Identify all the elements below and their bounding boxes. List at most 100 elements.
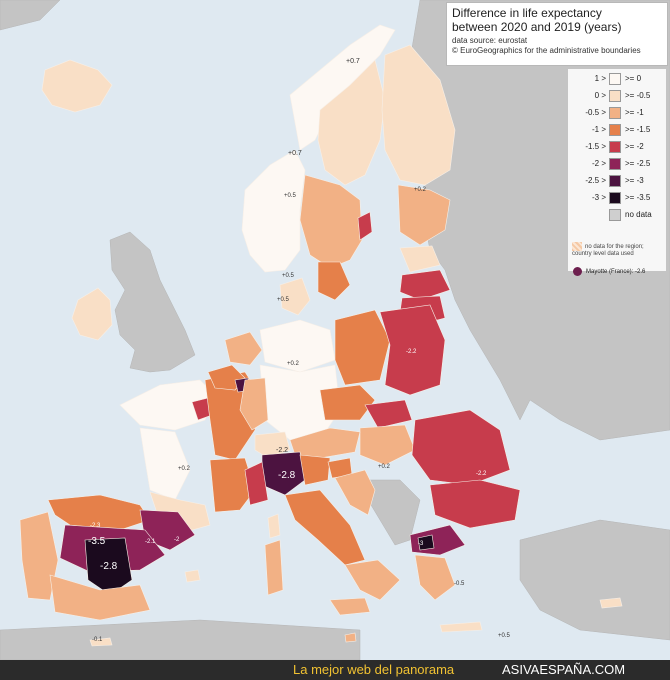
legend-swatch	[609, 192, 621, 204]
region-bulgaria	[429, 479, 521, 529]
map-label: +0.7	[346, 58, 360, 65]
region-italy-ne	[299, 454, 331, 486]
legend-lt: -3 >	[591, 193, 606, 202]
region-germany-west	[239, 377, 269, 431]
greenland-remnant	[0, 0, 61, 31]
map-label: -2.2	[406, 349, 417, 355]
map-label: -2	[174, 537, 180, 543]
legend-ge: >= -2.5	[625, 159, 651, 168]
region-stockholm	[357, 211, 373, 241]
legend-lt: -2.5 >	[585, 176, 606, 185]
region-norway-south	[241, 149, 306, 273]
region-denmark	[279, 277, 311, 316]
region-crete	[439, 621, 483, 633]
footer-tagline: La mejor web del panorama	[293, 662, 455, 677]
legend-ge: >= -1	[625, 108, 644, 117]
region-greece-dark	[417, 534, 435, 551]
legend-lt: -1.5 >	[585, 142, 606, 151]
legend-swatch	[609, 107, 621, 119]
region-finland-south	[397, 184, 451, 246]
copyright-note: © EuroGeographics for the administrative…	[452, 46, 641, 55]
region-netherlands	[224, 331, 263, 366]
turkey-landmass	[519, 519, 670, 641]
map-label: -0.5	[454, 581, 465, 587]
mayotte-label: Mayotte (France): -2.6	[586, 269, 646, 276]
legend-lt: -1 >	[591, 125, 606, 134]
map-label: -0.1	[92, 637, 103, 643]
region-france-southeast	[209, 457, 256, 513]
region-croatia	[334, 469, 376, 516]
region-hungary	[359, 424, 416, 466]
region-estonia	[399, 245, 441, 273]
legend-swatch	[609, 73, 621, 85]
region-corsica	[267, 513, 281, 539]
region-malta	[344, 632, 357, 643]
region-sicily	[329, 597, 371, 616]
map-label: -2.2	[276, 447, 289, 454]
legend-lt: 1 >	[594, 74, 606, 83]
region-italy-north	[244, 461, 269, 506]
region-slovakia	[364, 399, 413, 429]
region-greece-south	[414, 554, 456, 601]
map-title-box: Difference in life expectancy between 20…	[446, 2, 668, 66]
map-label: +0.5	[498, 633, 510, 639]
legend-nodata-note: no data for the region; country level da…	[572, 242, 664, 258]
legend-ge: >= -3	[625, 176, 644, 185]
region-sweden-south	[317, 261, 351, 301]
region-iceland	[41, 59, 113, 113]
europe-map	[0, 0, 670, 660]
region-italy-south	[344, 559, 401, 601]
map-label: +0.2	[414, 187, 426, 193]
map-subtitle: between 2020 and 2019 (years)	[452, 20, 622, 34]
map-label: -3.5	[88, 536, 106, 547]
legend-swatch	[609, 141, 621, 153]
legend-lt: -0.5 >	[585, 108, 606, 117]
map-label: +0.7	[288, 150, 302, 157]
region-poland-west	[334, 309, 391, 386]
footer-site-link[interactable]: ASIVAESPAÑA.COM	[502, 662, 626, 677]
region-sardinia	[264, 539, 284, 596]
map-label: +0.2	[178, 466, 190, 472]
region-spain-south	[49, 574, 151, 621]
legend-ge: >= 0	[625, 74, 642, 83]
map-label: -2.2	[476, 471, 487, 477]
legend-lt: -2 >	[591, 159, 606, 168]
region-spain-north	[47, 494, 151, 531]
uk-landmass	[109, 231, 196, 373]
map-label: -2.8	[100, 561, 118, 572]
region-italy-centre	[284, 489, 366, 566]
north-africa	[0, 619, 361, 660]
region-portugal	[19, 511, 59, 601]
mayotte-note: Mayotte (France): -2.6	[573, 267, 645, 277]
region-sweden-north	[317, 59, 386, 186]
region-cyprus	[599, 597, 623, 609]
map-label: +0.5	[282, 273, 294, 279]
legend-ge: >= -1.5	[625, 125, 651, 134]
map-label: +0.5	[284, 193, 296, 199]
region-norway-north	[289, 24, 396, 151]
region-ireland	[71, 287, 113, 341]
map-label: +0.2	[287, 361, 299, 367]
data-source: data source: eurostat	[452, 36, 528, 45]
map-label: -3	[418, 541, 424, 547]
legend-swatch	[609, 209, 621, 221]
legend-ge: >= -3.5	[625, 193, 651, 202]
region-finland-north	[381, 44, 456, 186]
region-latvia	[399, 269, 451, 301]
legend-swatch	[609, 90, 621, 102]
region-balearic	[184, 569, 201, 583]
legend-ge: no data	[625, 210, 652, 219]
map-title: Difference in life expectancy	[452, 6, 602, 20]
region-canary	[89, 637, 113, 647]
legend-ge: >= -2	[625, 142, 644, 151]
mayotte-dot-icon	[573, 267, 582, 276]
map-label: -2.3	[90, 523, 101, 529]
legend-lt: 0 >	[594, 91, 606, 100]
legend-ge: >= -0.5	[625, 91, 651, 100]
hatched-swatch	[572, 242, 582, 251]
map-viewport: +0.7 +0.7 +0.5 +0.2 +0.5 +0.5 +0.2 +0.2 …	[0, 0, 670, 660]
region-romania	[411, 409, 511, 486]
legend: 1 > >= 0 0 > >= -0.5 -0.5 > >= -1 -1 > >…	[567, 68, 667, 272]
region-poland-east	[379, 304, 446, 396]
legend-swatch	[609, 158, 621, 170]
